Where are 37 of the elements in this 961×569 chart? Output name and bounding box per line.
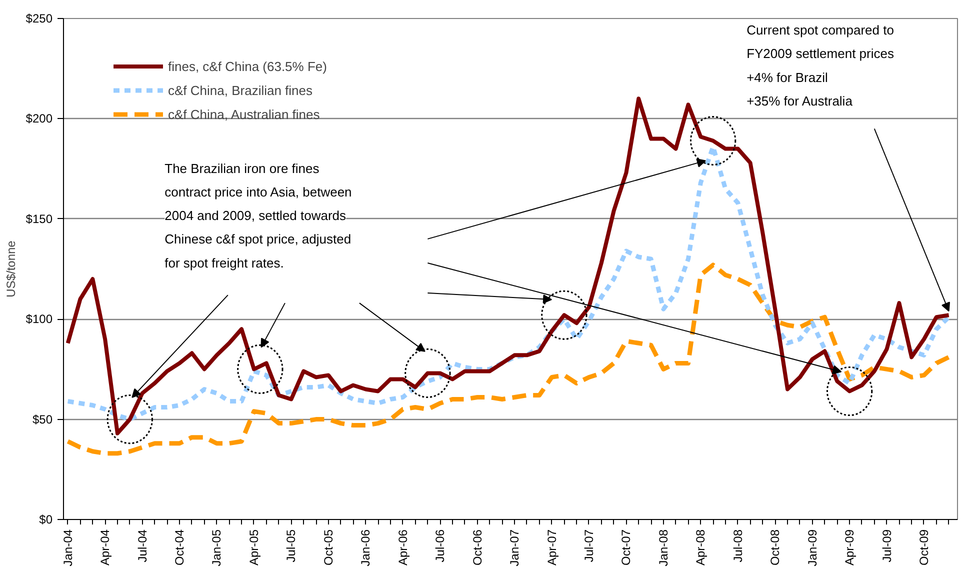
y-axis-title: US$/tonne — [4, 240, 18, 298]
annotation: The Brazilian iron ore fines contract price into Asia, between 2004 and 2009, settled towards Chinese c&f spot price, adjusted for spot freight rates. — [164, 160, 352, 270]
line-series — [66, 96, 951, 436]
x-tick-label: Jul-09 — [880, 529, 894, 562]
x-tick-label: Oct-05 — [321, 529, 336, 566]
x-tick-label: Jan-09 — [805, 529, 820, 566]
x-tick-label: Apr-09 — [842, 529, 857, 566]
x-tick-label: Jul-05 — [284, 529, 298, 562]
legend-label: c&f China, Brazilian fines — [168, 82, 313, 98]
x-tick-label: Oct-07 — [619, 529, 634, 566]
x-tick-label: Jul-08 — [730, 529, 745, 562]
x-tick-label: Jul-07 — [582, 529, 596, 562]
x-tick-label: Apr-04 — [98, 529, 112, 566]
x-tick-label: Jul-06 — [433, 529, 448, 562]
y-tick-label: $150 — [26, 212, 53, 226]
y-tick-label: $50 — [32, 412, 53, 426]
x-tick-label: Jan-06 — [358, 529, 373, 566]
x-tick-label: Jan-05 — [210, 529, 224, 566]
x-tick-label: Oct-08 — [768, 529, 782, 566]
y-tick-label: $250 — [26, 12, 53, 26]
x-tick-label: Apr-06 — [396, 529, 410, 566]
x-tick-label: Jul-04 — [135, 529, 150, 562]
x-tick-label: Apr-07 — [544, 529, 559, 566]
x-tick-label: Jan-07 — [508, 529, 522, 566]
annotation: Current spot compared to FY2009 settlement prices +4% for Brazil +35% for Australia — [746, 22, 894, 108]
x-tick-label: Jan-04 — [60, 529, 75, 566]
legend-label: fines, c&f China (63.5% Fe) — [168, 58, 327, 74]
y-tick-label: $200 — [26, 112, 53, 126]
x-tick-label: Oct-04 — [172, 529, 187, 566]
x-tick-label: Jan-08 — [656, 529, 670, 566]
x-tick-label: Apr-05 — [246, 529, 261, 566]
x-tick-label: Oct-06 — [470, 529, 484, 566]
y-tick-label: $100 — [26, 312, 53, 326]
y-tick-label: $0 — [39, 512, 53, 526]
x-tick-label: Oct-09 — [917, 529, 931, 566]
legend-label: c&f China, Australian fines — [168, 106, 320, 122]
x-tick-label: Apr-08 — [694, 529, 708, 566]
